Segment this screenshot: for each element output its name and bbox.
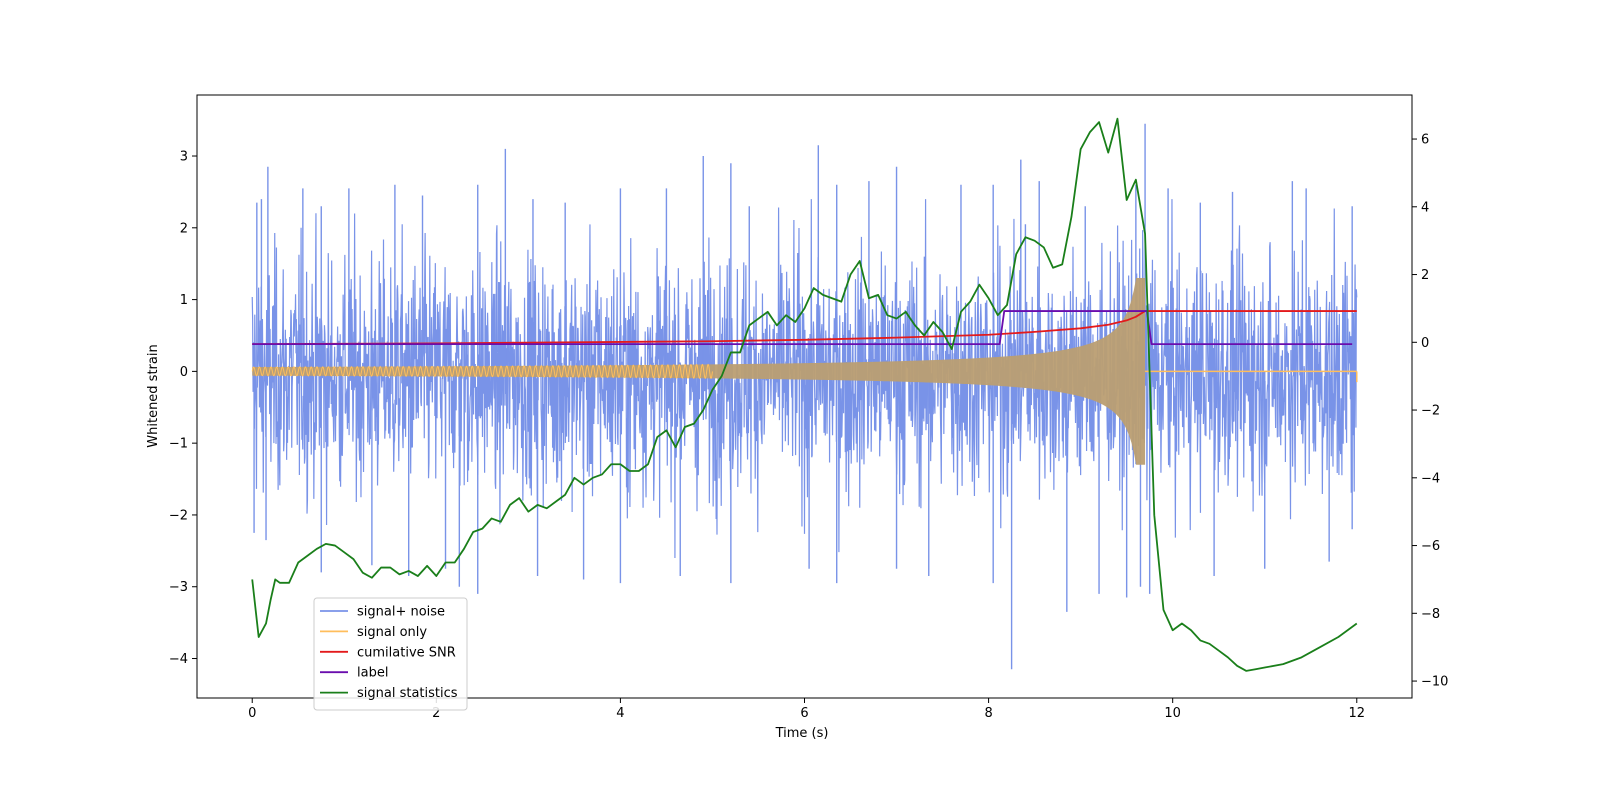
y-tick-label: 3 bbox=[180, 150, 188, 165]
legend-label-signal-statistics: signal statistics bbox=[357, 686, 458, 701]
legend-label-label: label bbox=[357, 666, 388, 681]
chirp-trace bbox=[251, 363, 713, 380]
x-tick-label: 4 bbox=[616, 706, 624, 721]
x-tick-label: 12 bbox=[1348, 706, 1365, 721]
y-tick-label: −4 bbox=[169, 652, 188, 667]
y-axis-right: 6 4 2 0 −2 −4 −6 −8 −10 bbox=[1412, 133, 1448, 690]
y-tick-label: 2 bbox=[180, 221, 188, 236]
x-tick-label: 10 bbox=[1164, 706, 1181, 721]
y-tick-label: −1 bbox=[169, 437, 188, 452]
x-axis-label: Time (s) bbox=[775, 726, 829, 741]
legend-label-signal-only: signal only bbox=[357, 625, 427, 640]
series-cumulative-snr bbox=[252, 310, 1357, 345]
y-right-tick-label: −6 bbox=[1421, 539, 1440, 554]
noise-trace bbox=[251, 199, 1358, 559]
y-right-tick-label: 6 bbox=[1421, 133, 1429, 148]
series-layer bbox=[251, 117, 1358, 672]
x-tick-label: 6 bbox=[800, 706, 808, 721]
legend: signal+ noise signal only cumilative SNR la… bbox=[313, 597, 468, 711]
legend-box bbox=[313, 597, 468, 711]
series-signal-noise bbox=[251, 123, 1358, 670]
y-right-tick-label: −4 bbox=[1421, 471, 1440, 486]
x-axis: 0 2 4 6 8 10 12 bbox=[248, 698, 1365, 721]
y-axis-left: 3 2 1 0 −1 −2 −3 −4 bbox=[169, 150, 197, 667]
chirp-envelope-fill bbox=[252, 278, 1146, 465]
y-right-tick-label: 2 bbox=[1421, 268, 1429, 283]
y-tick-label: −3 bbox=[169, 580, 188, 595]
y-right-tick-label: 0 bbox=[1421, 336, 1429, 351]
y-right-tick-label: −8 bbox=[1421, 607, 1440, 622]
series-signal-only bbox=[251, 278, 1358, 465]
series-signal-statistics bbox=[251, 117, 1358, 672]
x-tick-label: 2 bbox=[432, 706, 440, 721]
x-tick-label: 8 bbox=[984, 706, 992, 721]
y-tick-label: 1 bbox=[180, 293, 188, 308]
y-right-tick-label: −10 bbox=[1421, 675, 1448, 690]
legend-label-cumulative-snr: cumilative SNR bbox=[357, 645, 456, 660]
series-label bbox=[252, 310, 1353, 345]
legend-label-signal-noise: signal+ noise bbox=[357, 605, 445, 620]
y-tick-label: −2 bbox=[169, 508, 188, 523]
y-right-tick-label: −2 bbox=[1421, 404, 1440, 419]
x-tick-label: 0 bbox=[248, 706, 256, 721]
y-tick-label: 0 bbox=[180, 365, 188, 380]
y-axis-label: Whitened strain bbox=[146, 344, 161, 447]
y-right-tick-label: 4 bbox=[1421, 200, 1429, 215]
